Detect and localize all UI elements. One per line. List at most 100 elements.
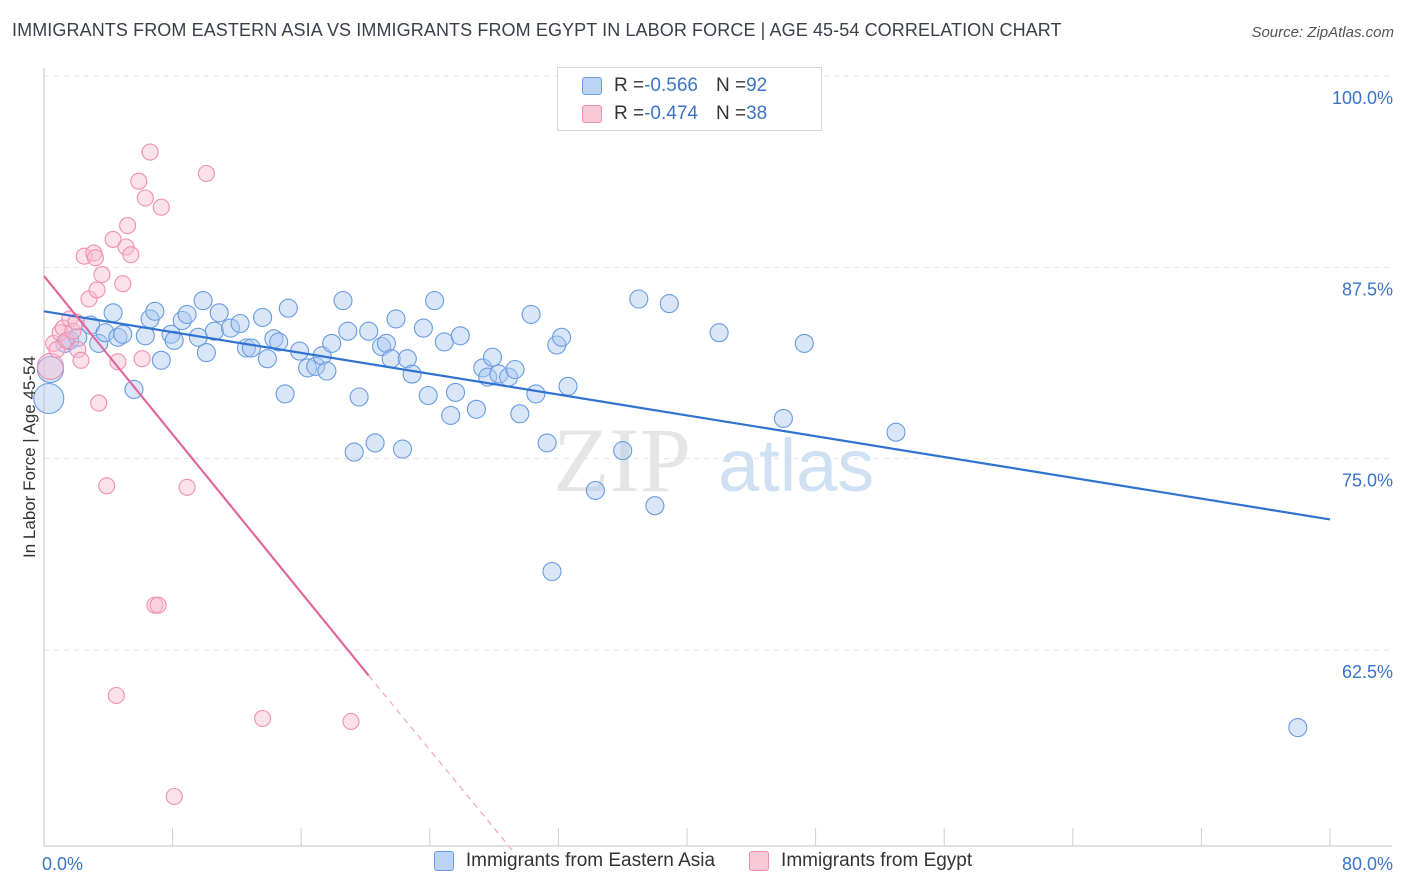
r-value: -0.474 xyxy=(644,103,698,124)
n-label: N = xyxy=(715,103,747,124)
stats-swatch-egypt xyxy=(582,105,602,123)
point-eastern-asia-23 xyxy=(204,321,224,341)
y-axis-label: In Labor Force | Age 45-54 xyxy=(20,356,39,558)
y-tick-label-3: 62.5% xyxy=(1342,662,1393,682)
point-eastern-asia-32 xyxy=(269,332,289,352)
trend-lines xyxy=(43,275,1331,852)
point-eastern-asia-0 xyxy=(33,382,65,415)
point-egypt-23 xyxy=(122,246,140,264)
point-eastern-asia-69 xyxy=(521,304,541,324)
point-eastern-asia-58 xyxy=(441,405,461,425)
point-egypt-14 xyxy=(88,281,106,299)
point-egypt-15 xyxy=(90,394,108,412)
point-eastern-asia-77 xyxy=(613,441,633,461)
point-eastern-asia-8 xyxy=(103,303,123,323)
axes xyxy=(43,68,1392,847)
stats-row-eastern-asia: R = -0.566 N = 92 xyxy=(582,73,767,99)
point-eastern-asia-59 xyxy=(445,382,466,402)
point-egypt-5 xyxy=(57,331,76,349)
stats-row-egypt: R = -0.474 N = 38 xyxy=(582,101,767,127)
point-egypt-19 xyxy=(109,353,127,371)
chart-title: IMMIGRANTS FROM EASTERN ASIA VS IMMIGRAN… xyxy=(12,20,1062,40)
legend-swatch-eastern-asia xyxy=(433,851,454,871)
point-eastern-asia-24 xyxy=(209,303,229,323)
point-egypt-31 xyxy=(178,478,196,496)
point-eastern-asia-29 xyxy=(253,307,273,327)
point-eastern-asia-82 xyxy=(773,408,793,428)
point-eastern-asia-10 xyxy=(113,324,133,344)
point-egypt-29 xyxy=(149,596,167,614)
point-eastern-asia-39 xyxy=(317,361,337,381)
point-eastern-asia-42 xyxy=(338,321,358,341)
point-egypt-24 xyxy=(130,172,148,190)
point-egypt-25 xyxy=(133,350,151,368)
point-eastern-asia-68 xyxy=(510,404,530,424)
legend-item-egypt[interactable]: Immigrants from Egypt xyxy=(749,850,972,872)
point-egypt-18 xyxy=(104,230,122,248)
point-egypt-7 xyxy=(64,322,82,340)
point-eastern-asia-51 xyxy=(392,439,413,459)
x-tick-label-0: 0.0% xyxy=(42,854,83,874)
point-eastern-asia-44 xyxy=(349,387,369,407)
point-eastern-asia-75 xyxy=(558,376,578,396)
point-eastern-asia-15 xyxy=(151,350,171,370)
y-tick-label-2: 75.0% xyxy=(1342,471,1393,491)
point-eastern-asia-52 xyxy=(397,349,417,369)
tick-labels: 100.0% 87.5% 75.0% 62.5% 0.0% 80.0% xyxy=(42,88,1393,874)
point-eastern-asia-49 xyxy=(381,349,401,369)
point-egypt-32 xyxy=(107,686,125,705)
point-egypt-9 xyxy=(72,351,90,369)
point-eastern-asia-19 xyxy=(177,304,197,324)
r-label: R = xyxy=(614,103,645,124)
point-egypt-36 xyxy=(165,787,183,806)
point-eastern-asia-67 xyxy=(505,359,525,380)
point-eastern-asia-25 xyxy=(220,318,241,338)
points-egypt xyxy=(36,143,360,806)
point-egypt-30 xyxy=(152,198,170,216)
point-eastern-asia-84 xyxy=(886,422,906,442)
point-eastern-asia-79 xyxy=(645,496,665,516)
n-value: 38 xyxy=(746,103,768,124)
point-eastern-asia-26 xyxy=(230,313,250,334)
legend-label-egypt: Immigrants from Egypt xyxy=(781,850,973,871)
point-egypt-26 xyxy=(136,189,154,207)
y-tick-label-1: 87.5% xyxy=(1342,279,1393,299)
point-eastern-asia-70 xyxy=(526,384,546,404)
point-egypt-27 xyxy=(141,143,159,161)
point-eastern-asia-80 xyxy=(659,294,679,314)
point-eastern-asia-57 xyxy=(434,332,454,352)
point-eastern-asia-34 xyxy=(275,384,295,404)
y-tick-label-0: 100.0% xyxy=(1332,88,1393,108)
point-eastern-asia-54 xyxy=(413,318,433,338)
point-eastern-asia-64 xyxy=(482,347,503,367)
n-label: N = xyxy=(715,75,747,96)
point-eastern-asia-71 xyxy=(537,433,557,453)
watermark-atlas: atlas xyxy=(718,424,874,507)
point-eastern-asia-45 xyxy=(359,321,379,341)
x-tick-label-1: 80.0% xyxy=(1342,854,1393,874)
point-eastern-asia-85 xyxy=(1288,718,1308,738)
point-eastern-asia-48 xyxy=(376,333,396,353)
point-eastern-asia-43 xyxy=(344,442,364,462)
points-eastern-asia xyxy=(33,289,1308,738)
legend-item-eastern-asia[interactable]: Immigrants from Eastern Asia xyxy=(433,850,715,872)
source-credit: Source: ZipAtlas.com xyxy=(1251,24,1394,41)
point-eastern-asia-40 xyxy=(322,333,342,353)
point-eastern-asia-81 xyxy=(709,323,729,343)
grid-lines xyxy=(44,75,1392,651)
point-eastern-asia-53 xyxy=(402,364,422,384)
r-value: -0.566 xyxy=(644,75,698,96)
point-eastern-asia-78 xyxy=(629,289,649,309)
point-egypt-33 xyxy=(197,164,215,183)
point-eastern-asia-72 xyxy=(542,561,562,582)
point-egypt-16 xyxy=(93,266,111,284)
point-eastern-asia-36 xyxy=(298,358,318,378)
point-eastern-asia-76 xyxy=(585,480,605,500)
point-egypt-34 xyxy=(254,709,272,728)
legend-swatch-egypt xyxy=(749,851,770,871)
point-eastern-asia-28 xyxy=(241,338,261,358)
r-label: R = xyxy=(614,75,645,96)
trend-extension-egypt xyxy=(368,675,514,852)
point-eastern-asia-55 xyxy=(418,385,438,406)
